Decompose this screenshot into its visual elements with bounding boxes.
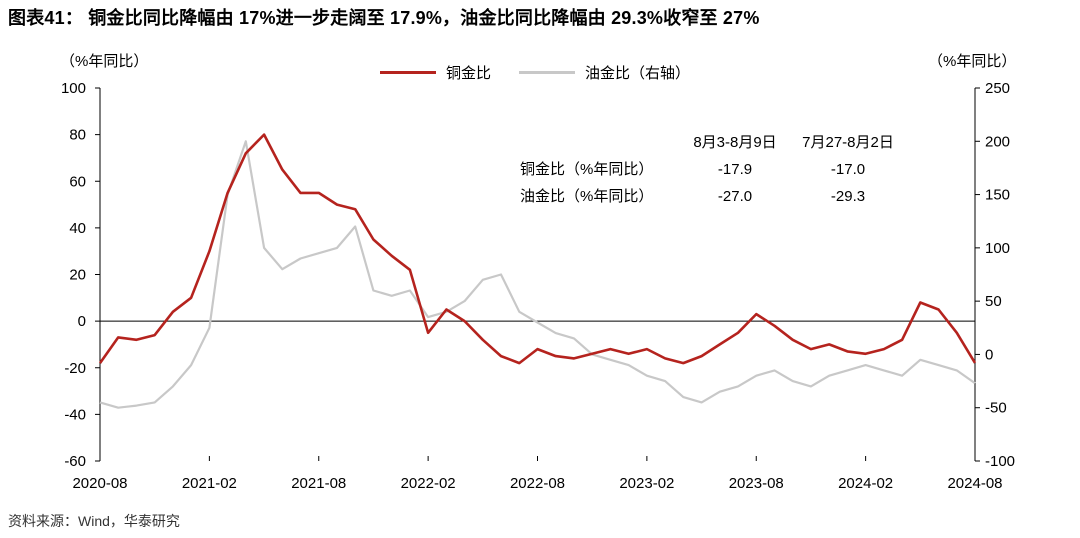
table-cell: -17.0 (831, 161, 865, 178)
left-tick-label: 40 (69, 220, 86, 237)
x-tick-label: 2021-08 (291, 475, 346, 492)
x-tick-label: 2024-08 (947, 475, 1002, 492)
legend-item-oil: 油金比（右轴） (519, 62, 690, 83)
left-tick-label: -60 (64, 453, 86, 470)
right-tick-label: 50 (985, 293, 1002, 310)
right-tick-label: 0 (985, 346, 993, 363)
x-tick-label: 2023-02 (619, 475, 674, 492)
source-note: 资料来源：Wind，华泰研究 (8, 513, 180, 529)
right-tick-label: 150 (985, 187, 1010, 204)
legend-item-copper: 铜金比 (380, 62, 491, 83)
left-tick-label: -20 (64, 360, 86, 377)
left-axis-unit: （%年同比） (60, 53, 149, 70)
copper-gold-series-line (98, 133, 977, 365)
right-tick-label: -100 (985, 453, 1015, 470)
table-cell: -27.0 (718, 188, 752, 205)
right-tick-label: 200 (985, 133, 1010, 150)
x-tick-label: 2022-02 (401, 475, 456, 492)
left-tick-label: 0 (78, 313, 86, 330)
x-tick-label: 2022-08 (510, 475, 565, 492)
table-header: 8月3-8月9日 (693, 134, 776, 151)
x-tick-label: 2021-02 (182, 475, 237, 492)
left-tick-label: 100 (61, 80, 86, 97)
legend: 铜金比 油金比（右轴） (380, 62, 690, 83)
x-tick-label: 2020-08 (72, 475, 127, 492)
x-tick-label: 2024-02 (838, 475, 893, 492)
oil-gold-series-line (99, 140, 976, 409)
table-row-label: 油金比（%年同比） (520, 188, 653, 205)
left-tick-label: 20 (69, 267, 86, 284)
left-tick-label: 60 (69, 173, 86, 190)
table-cell: -29.3 (831, 188, 865, 205)
legend-swatch-oil (519, 71, 576, 74)
x-tick-label: 2023-08 (729, 475, 784, 492)
legend-label-copper: 铜金比 (446, 65, 492, 82)
left-tick-label: -40 (64, 406, 86, 423)
right-tick-label: -50 (985, 400, 1007, 417)
table-header: 7月27-8月2日 (802, 134, 894, 151)
left-tick-label: 80 (69, 127, 86, 144)
right-axis-unit: （%年同比） (928, 53, 1017, 70)
chart-title: 图表41： 铜金比同比降幅由 17%进一步走阔至 17.9%，油金比同比降幅由 … (8, 8, 760, 28)
legend-swatch-copper (380, 71, 436, 74)
legend-label-oil: 油金比（右轴） (585, 65, 691, 82)
table-row-label: 铜金比（%年同比） (520, 161, 653, 178)
table-cell: -17.9 (718, 161, 752, 178)
right-tick-label: 250 (985, 80, 1010, 97)
right-tick-label: 100 (985, 240, 1010, 257)
